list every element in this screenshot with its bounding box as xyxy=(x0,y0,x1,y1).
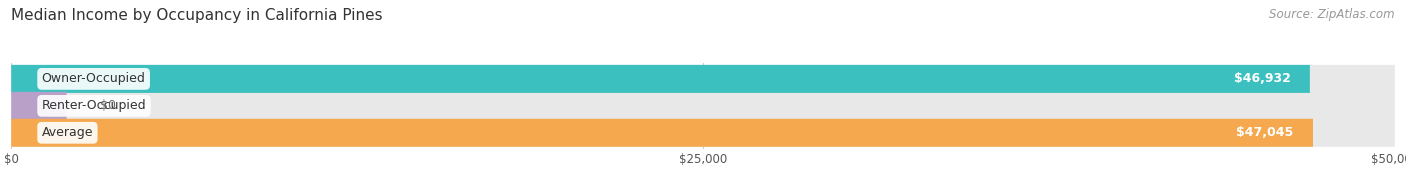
FancyBboxPatch shape xyxy=(11,119,1395,147)
FancyBboxPatch shape xyxy=(11,65,1395,93)
Text: Source: ZipAtlas.com: Source: ZipAtlas.com xyxy=(1270,8,1395,21)
Text: $46,932: $46,932 xyxy=(1233,72,1291,85)
Text: $0: $0 xyxy=(100,99,115,112)
FancyBboxPatch shape xyxy=(11,65,1310,93)
Text: Renter-Occupied: Renter-Occupied xyxy=(42,99,146,112)
FancyBboxPatch shape xyxy=(11,92,66,120)
FancyBboxPatch shape xyxy=(11,92,1395,120)
Text: Owner-Occupied: Owner-Occupied xyxy=(42,72,146,85)
Text: Median Income by Occupancy in California Pines: Median Income by Occupancy in California… xyxy=(11,8,382,23)
Text: Average: Average xyxy=(42,126,93,139)
Text: $47,045: $47,045 xyxy=(1236,126,1294,139)
FancyBboxPatch shape xyxy=(11,119,1313,147)
